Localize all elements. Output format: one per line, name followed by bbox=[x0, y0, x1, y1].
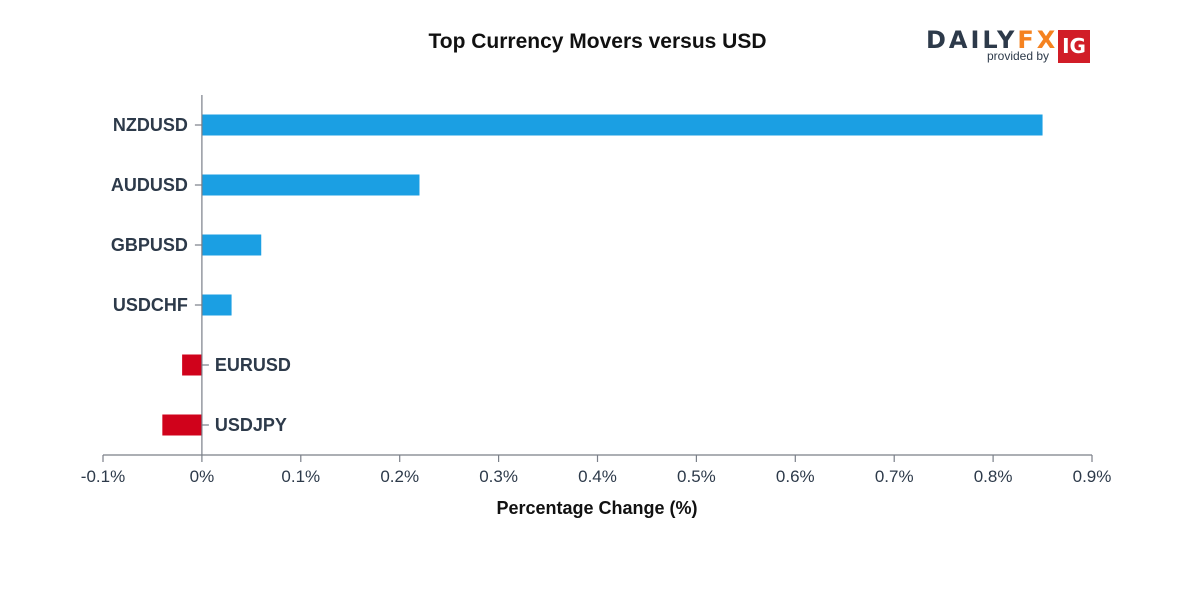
category-label-usdjpy: USDJPY bbox=[215, 415, 287, 435]
logo-word-fx: FX bbox=[1017, 26, 1059, 54]
x-tick-label: 0.5% bbox=[677, 467, 716, 486]
bar-usdjpy[interactable] bbox=[162, 414, 202, 436]
bars-layer bbox=[162, 114, 1043, 436]
axis-layer bbox=[103, 95, 1092, 456]
bar-gbpusd[interactable] bbox=[201, 234, 262, 256]
x-axis-title: Percentage Change (%) bbox=[496, 498, 697, 518]
category-label-eurusd: EURUSD bbox=[215, 355, 291, 375]
bar-nzdusd[interactable] bbox=[201, 114, 1043, 136]
logo-provided-by: provided by bbox=[987, 49, 1050, 63]
x-tick-label: 0.8% bbox=[974, 467, 1013, 486]
x-tick-label: 0.7% bbox=[875, 467, 914, 486]
dailyfx-logo[interactable]: DAILYFX provided by IG bbox=[926, 27, 1096, 67]
category-label-usdchf: USDCHF bbox=[113, 295, 188, 315]
labels-layer: -0.1% 0% 0.1% 0.2% 0.3% 0.4% 0.5% 0.6% 0.7% 0.8% 0… bbox=[81, 115, 1112, 486]
x-tick-label: 0.3% bbox=[479, 467, 518, 486]
x-tick-label: 0.4% bbox=[578, 467, 617, 486]
category-label-nzdusd: NZDUSD bbox=[113, 115, 188, 135]
logo-word-daily: DAILY bbox=[926, 26, 1018, 54]
bar-usdchf[interactable] bbox=[201, 294, 232, 316]
bar-audusd[interactable] bbox=[201, 174, 420, 196]
bar-eurusd[interactable] bbox=[182, 354, 202, 376]
logo-wordmark: DAILYFX bbox=[926, 27, 1058, 53]
category-label-gbpusd: GBPUSD bbox=[111, 235, 188, 255]
x-tick-label: -0.1% bbox=[81, 467, 125, 486]
chart-title: Top Currency Movers versus USD bbox=[428, 30, 767, 53]
x-tick-label: 0.9% bbox=[1073, 467, 1112, 486]
ig-badge: IG bbox=[1058, 30, 1090, 63]
x-tick-label: 0.1% bbox=[281, 467, 320, 486]
x-tick-label: 0.6% bbox=[776, 467, 815, 486]
category-label-audusd: AUDUSD bbox=[111, 175, 188, 195]
x-tick-label: 0.2% bbox=[380, 467, 419, 486]
x-tick-label: 0% bbox=[190, 467, 215, 486]
